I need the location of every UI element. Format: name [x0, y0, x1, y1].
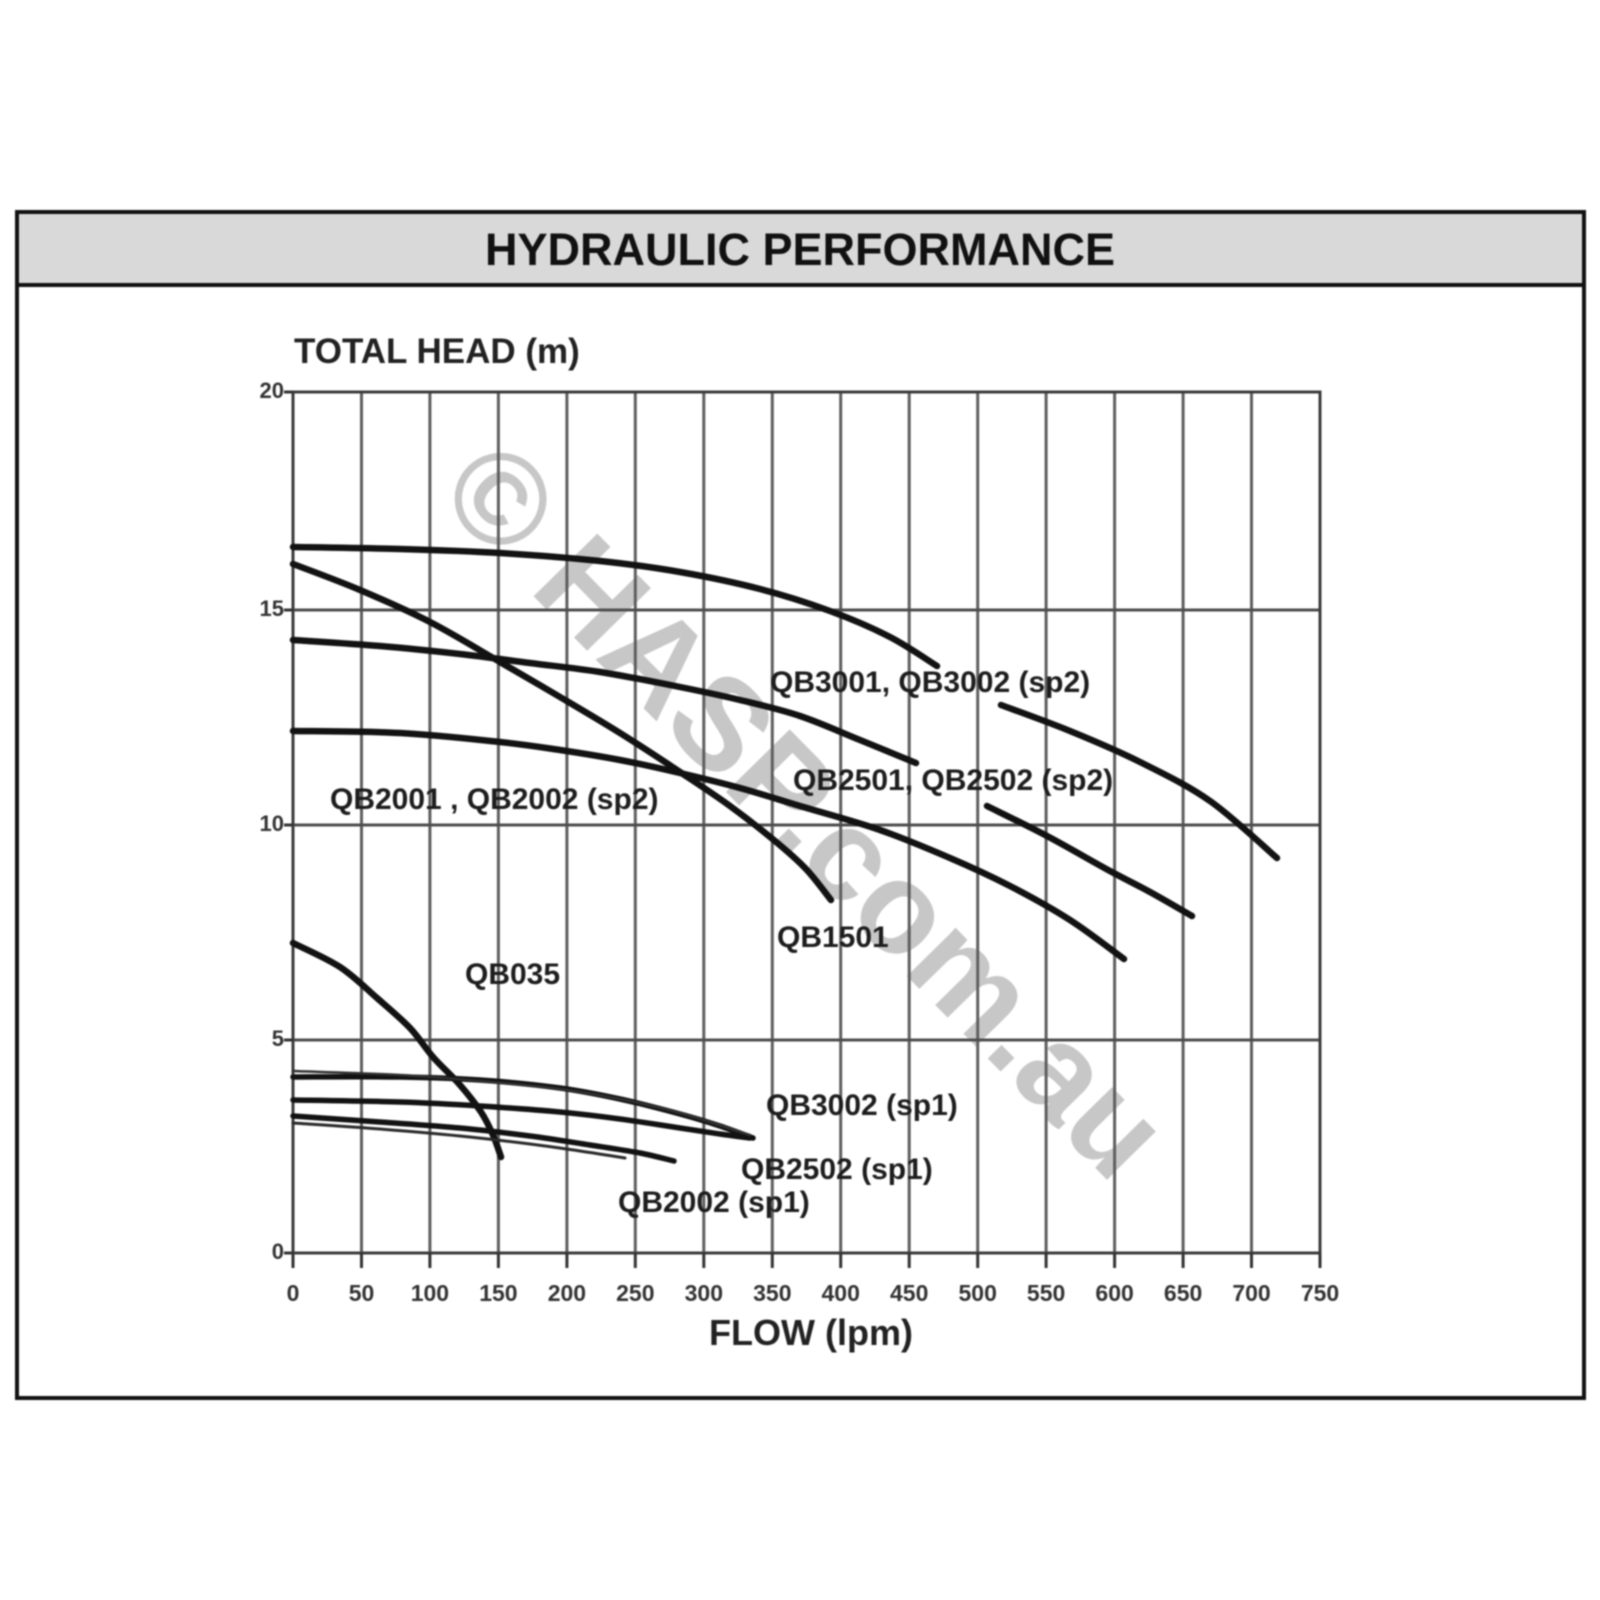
svg-text:QB1501: QB1501 — [777, 921, 889, 954]
svg-text:500: 500 — [959, 1280, 997, 1306]
svg-text:20: 20 — [260, 378, 284, 403]
svg-text:700: 700 — [1232, 1280, 1270, 1306]
svg-text:15: 15 — [260, 596, 284, 621]
svg-text:QB3002 (sp1): QB3002 (sp1) — [766, 1089, 958, 1122]
svg-text:FLOW (lpm): FLOW (lpm) — [709, 1312, 913, 1353]
svg-text:550: 550 — [1027, 1280, 1065, 1306]
svg-text:QB2502 (sp1): QB2502 (sp1) — [741, 1153, 933, 1186]
svg-text:50: 50 — [349, 1280, 375, 1306]
svg-text:350: 350 — [753, 1280, 791, 1306]
svg-text:450: 450 — [890, 1280, 928, 1306]
svg-text:100: 100 — [411, 1280, 449, 1306]
svg-text:QB2001 , QB2002 (sp2): QB2001 , QB2002 (sp2) — [330, 783, 659, 816]
svg-text:750: 750 — [1301, 1280, 1339, 1306]
svg-text:HYDRAULIC PERFORMANCE: HYDRAULIC PERFORMANCE — [485, 224, 1115, 275]
svg-text:QB3001, QB3002 (sp2): QB3001, QB3002 (sp2) — [770, 666, 1090, 699]
svg-text:QB035: QB035 — [465, 958, 560, 991]
svg-text:0: 0 — [272, 1239, 284, 1264]
svg-text:10: 10 — [260, 811, 284, 836]
svg-text:QB2002 (sp1): QB2002 (sp1) — [618, 1186, 810, 1219]
svg-text:0: 0 — [287, 1280, 300, 1306]
svg-text:150: 150 — [479, 1280, 517, 1306]
svg-text:650: 650 — [1164, 1280, 1202, 1306]
svg-text:200: 200 — [548, 1280, 586, 1306]
svg-text:300: 300 — [685, 1280, 723, 1306]
svg-text:QB2501, QB2502 (sp2): QB2501, QB2502 (sp2) — [793, 764, 1113, 797]
svg-text:600: 600 — [1095, 1280, 1133, 1306]
svg-text:400: 400 — [822, 1280, 860, 1306]
svg-text:5: 5 — [272, 1026, 284, 1051]
svg-text:TOTAL HEAD (m): TOTAL HEAD (m) — [294, 332, 580, 371]
svg-text:250: 250 — [616, 1280, 654, 1306]
